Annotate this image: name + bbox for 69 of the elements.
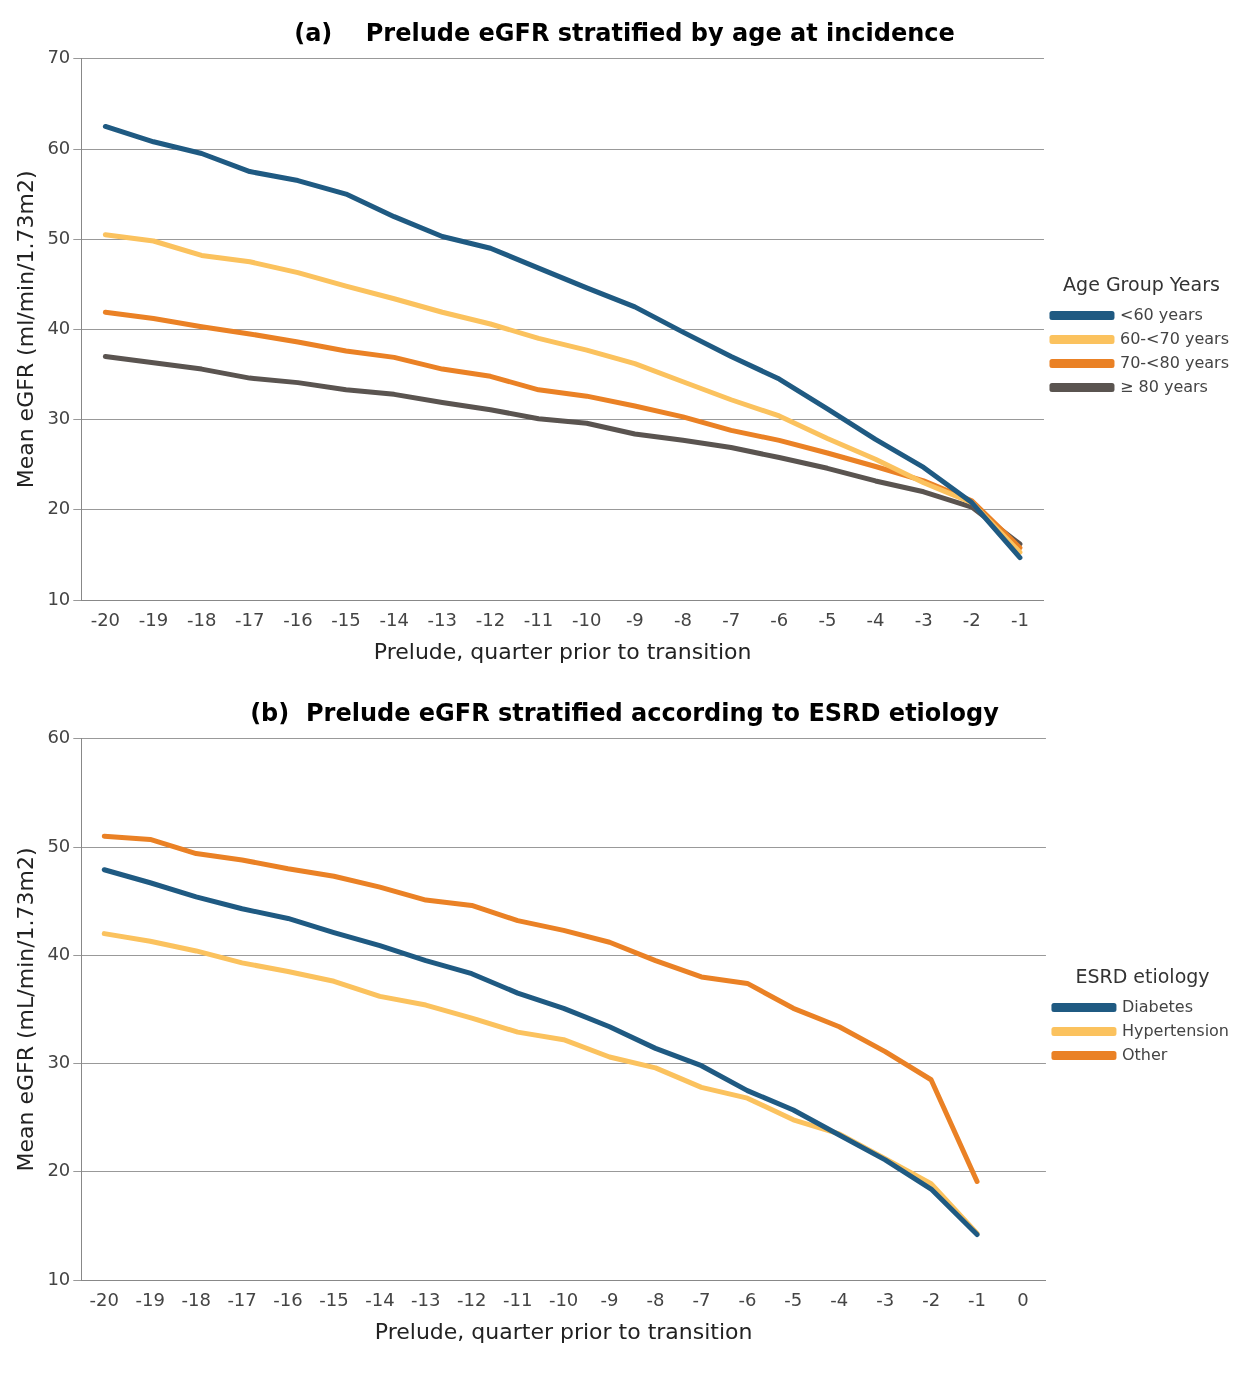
y-tick-label: 40 — [47, 317, 71, 339]
x-tick-label: -12 — [475, 609, 506, 631]
x-tick-label: -6 — [770, 609, 789, 631]
x-tick-label: -6 — [738, 1289, 757, 1311]
x-tick-label: -18 — [181, 1289, 211, 1311]
x-tick-label: -17 — [227, 1289, 257, 1311]
x-tick-label: -18 — [186, 609, 217, 631]
x-tick-label: -9 — [600, 1289, 619, 1311]
x-tick-label: -4 — [830, 1289, 849, 1311]
legend-label: 70-<80 years — [1119, 352, 1229, 372]
x-tick-label: -11 — [502, 1289, 533, 1311]
x-tick-label: -14 — [379, 609, 409, 631]
x-tick-label: -20 — [90, 609, 121, 631]
x-axis-title: Prelude, quarter prior to transition — [374, 1318, 753, 1344]
x-tick-label: -10 — [572, 609, 602, 631]
legend-label: <60 years — [1119, 304, 1203, 324]
y-tick-label: 50 — [47, 834, 71, 856]
y-tick-label: 10 — [47, 1267, 71, 1289]
x-tick-label: -17 — [235, 609, 265, 631]
legend-label: Diabetes — [1121, 996, 1193, 1016]
y-axis-title: Mean eGFR (mL/min/1.73m2) — [12, 847, 38, 1172]
x-tick-label: -1 — [968, 1289, 987, 1311]
legend-title: ESRD etiology — [1075, 965, 1210, 988]
chart-title: (a) Prelude eGFR stratified by age at incidence — [294, 18, 955, 47]
y-tick-label: 50 — [47, 226, 71, 248]
x-tick-label: -4 — [866, 609, 885, 631]
x-tick-label: -16 — [273, 1289, 303, 1311]
x-tick-label: -3 — [914, 609, 933, 631]
x-tick-label: -8 — [674, 609, 692, 631]
y-tick-label: 20 — [47, 497, 71, 519]
x-tick-label: -8 — [646, 1289, 665, 1311]
x-tick-label: -5 — [818, 609, 837, 631]
legend-label: 60-<70 years — [1119, 328, 1229, 348]
y-axis-title: Mean eGFR (ml/min/1.73m2) — [12, 170, 38, 489]
y-tick-label: 70 — [47, 46, 71, 68]
x-axis-title: Prelude, quarter prior to transition — [373, 638, 752, 664]
x-tick-label: -11 — [523, 609, 554, 631]
y-tick-label: 20 — [47, 1159, 71, 1181]
y-tick-label: 40 — [47, 942, 71, 964]
x-tick-label: -13 — [427, 609, 458, 631]
y-tick-label: 30 — [47, 407, 71, 429]
x-tick-label: -15 — [319, 1289, 349, 1311]
x-tick-label: -7 — [692, 1289, 711, 1311]
y-tick-label: 60 — [47, 136, 71, 158]
legend-label: Hypertension — [1121, 1020, 1229, 1040]
y-tick-label: 60 — [47, 726, 71, 748]
x-tick-label: -7 — [722, 609, 741, 631]
legend-label: ≥ 80 years — [1119, 376, 1208, 396]
x-tick-label: -13 — [411, 1289, 441, 1311]
y-tick-label: 10 — [47, 587, 71, 609]
legend-title: Age Group Years — [1063, 273, 1220, 296]
x-tick-label: -9 — [625, 609, 644, 631]
x-tick-label: -2 — [922, 1289, 941, 1311]
x-tick-label: -19 — [138, 609, 169, 631]
chart-title: (b) Prelude eGFR stratified according to ESRD etiology — [250, 698, 1000, 727]
x-tick-label: -3 — [876, 1289, 895, 1311]
x-tick-label: -16 — [283, 609, 313, 631]
x-tick-label: 0 — [1017, 1289, 1029, 1311]
x-tick-label: -12 — [457, 1289, 487, 1311]
x-tick-label: -2 — [962, 609, 981, 631]
legend-label: Other — [1121, 1044, 1168, 1064]
x-tick-label: -15 — [331, 609, 361, 631]
x-tick-label: -19 — [135, 1289, 165, 1311]
x-tick-label: -14 — [365, 1289, 395, 1311]
x-tick-label: -10 — [548, 1289, 579, 1311]
x-tick-label: -1 — [1010, 609, 1029, 631]
x-tick-label: -20 — [89, 1289, 119, 1311]
y-tick-label: 30 — [47, 1051, 71, 1073]
x-tick-label: -5 — [784, 1289, 803, 1311]
